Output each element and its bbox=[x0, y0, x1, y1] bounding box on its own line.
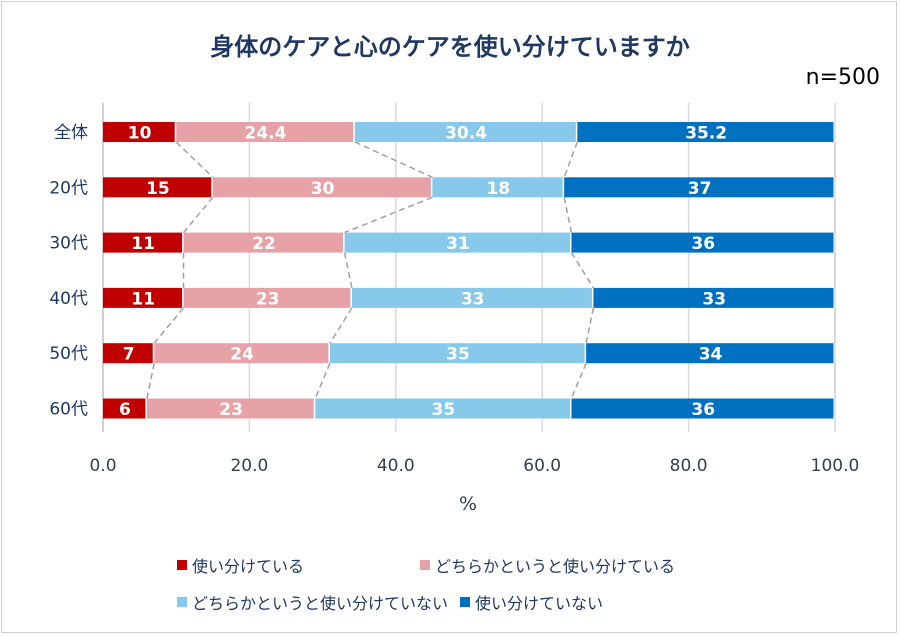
bar-segment bbox=[212, 177, 431, 198]
data-label: 30 bbox=[311, 179, 335, 199]
legend-label: 使い分けていない bbox=[475, 594, 603, 613]
bar-segment bbox=[571, 232, 834, 253]
bar-segment bbox=[351, 287, 592, 308]
data-label: 22 bbox=[252, 234, 276, 254]
bar-segment bbox=[586, 343, 834, 364]
data-label: 37 bbox=[688, 179, 712, 199]
series-line bbox=[563, 197, 573, 233]
data-label: 6 bbox=[119, 400, 131, 420]
y-category-label: 50代 bbox=[49, 344, 88, 364]
data-label: 7 bbox=[123, 345, 135, 365]
data-label: 11 bbox=[131, 234, 155, 254]
bar-segment bbox=[315, 398, 570, 419]
bar-segment bbox=[176, 122, 354, 142]
series-line bbox=[329, 307, 353, 344]
data-label: 36 bbox=[691, 234, 715, 254]
series-line bbox=[175, 141, 214, 178]
data-label: 18 bbox=[486, 179, 510, 199]
bar-segment bbox=[183, 232, 344, 253]
sample-size-label: n=500 bbox=[806, 65, 880, 90]
series-line bbox=[570, 362, 587, 399]
data-label: 15 bbox=[146, 179, 170, 199]
bar-segment bbox=[103, 232, 183, 253]
y-category-label: 60代 bbox=[49, 400, 88, 420]
data-label: 24.4 bbox=[245, 124, 287, 144]
bar-segment bbox=[344, 232, 570, 253]
data-label: 33 bbox=[461, 289, 485, 309]
legend-label: 使い分けている bbox=[192, 557, 304, 576]
bar-segment bbox=[103, 177, 212, 198]
x-tick-label: 0.0 bbox=[89, 456, 116, 476]
bar-segment bbox=[577, 122, 834, 142]
data-label: 36 bbox=[691, 400, 715, 420]
y-category-label: 全体 bbox=[54, 123, 88, 143]
x-tick-label: 100.0 bbox=[811, 456, 860, 476]
data-label: 35.2 bbox=[685, 124, 727, 144]
series-line bbox=[344, 196, 433, 234]
data-label: 35 bbox=[446, 345, 470, 365]
bar-segment bbox=[154, 343, 329, 364]
data-label: 31 bbox=[446, 234, 470, 254]
data-label: 30.4 bbox=[445, 124, 487, 144]
bar-segment bbox=[103, 398, 146, 419]
x-tick-label: 40.0 bbox=[377, 456, 415, 476]
series-line bbox=[146, 363, 155, 399]
y-category-label: 30代 bbox=[49, 234, 88, 254]
legend-swatch bbox=[177, 560, 187, 570]
data-label: 11 bbox=[131, 289, 155, 309]
data-label: 35 bbox=[432, 400, 456, 420]
y-category-label: 20代 bbox=[49, 178, 88, 198]
bar-segment bbox=[183, 287, 351, 308]
bar-segment bbox=[103, 122, 175, 142]
bar-segment bbox=[103, 343, 153, 364]
bar-segment bbox=[146, 398, 314, 419]
data-label: 10 bbox=[128, 124, 152, 144]
x-tick-label: 20.0 bbox=[230, 456, 268, 476]
series-line bbox=[585, 307, 595, 344]
y-category-label: 40代 bbox=[49, 289, 88, 309]
bar-segment bbox=[103, 287, 183, 308]
series-line bbox=[153, 307, 185, 344]
legend-swatch bbox=[420, 560, 430, 570]
bar-segment bbox=[329, 343, 585, 364]
bar-segment bbox=[432, 177, 563, 198]
x-axis-label: % bbox=[459, 493, 477, 515]
x-tick-label: 80.0 bbox=[670, 456, 708, 476]
data-label: 33 bbox=[702, 289, 726, 309]
bar-segment bbox=[593, 287, 834, 308]
legend-label: どちらかというと使い分けている bbox=[435, 557, 675, 576]
bar-segment bbox=[564, 177, 834, 198]
legend-swatch bbox=[460, 597, 470, 607]
legend-swatch bbox=[177, 597, 187, 607]
data-label: 34 bbox=[699, 345, 723, 365]
series-line bbox=[570, 252, 595, 289]
data-label: 23 bbox=[219, 400, 243, 420]
series-line bbox=[343, 252, 353, 289]
series-line bbox=[354, 141, 433, 178]
legend-label: どちらかというと使い分けていない bbox=[192, 594, 448, 613]
series-line bbox=[182, 196, 214, 234]
series-line bbox=[563, 141, 579, 178]
series-line bbox=[314, 362, 331, 399]
bar-segment bbox=[354, 122, 576, 142]
chart-title: 身体のケアと心のケアを使い分けていますか bbox=[210, 33, 690, 61]
data-label: 23 bbox=[256, 289, 280, 309]
data-label: 24 bbox=[230, 345, 254, 365]
x-tick-label: 60.0 bbox=[523, 456, 561, 476]
bar-segment bbox=[571, 398, 834, 419]
